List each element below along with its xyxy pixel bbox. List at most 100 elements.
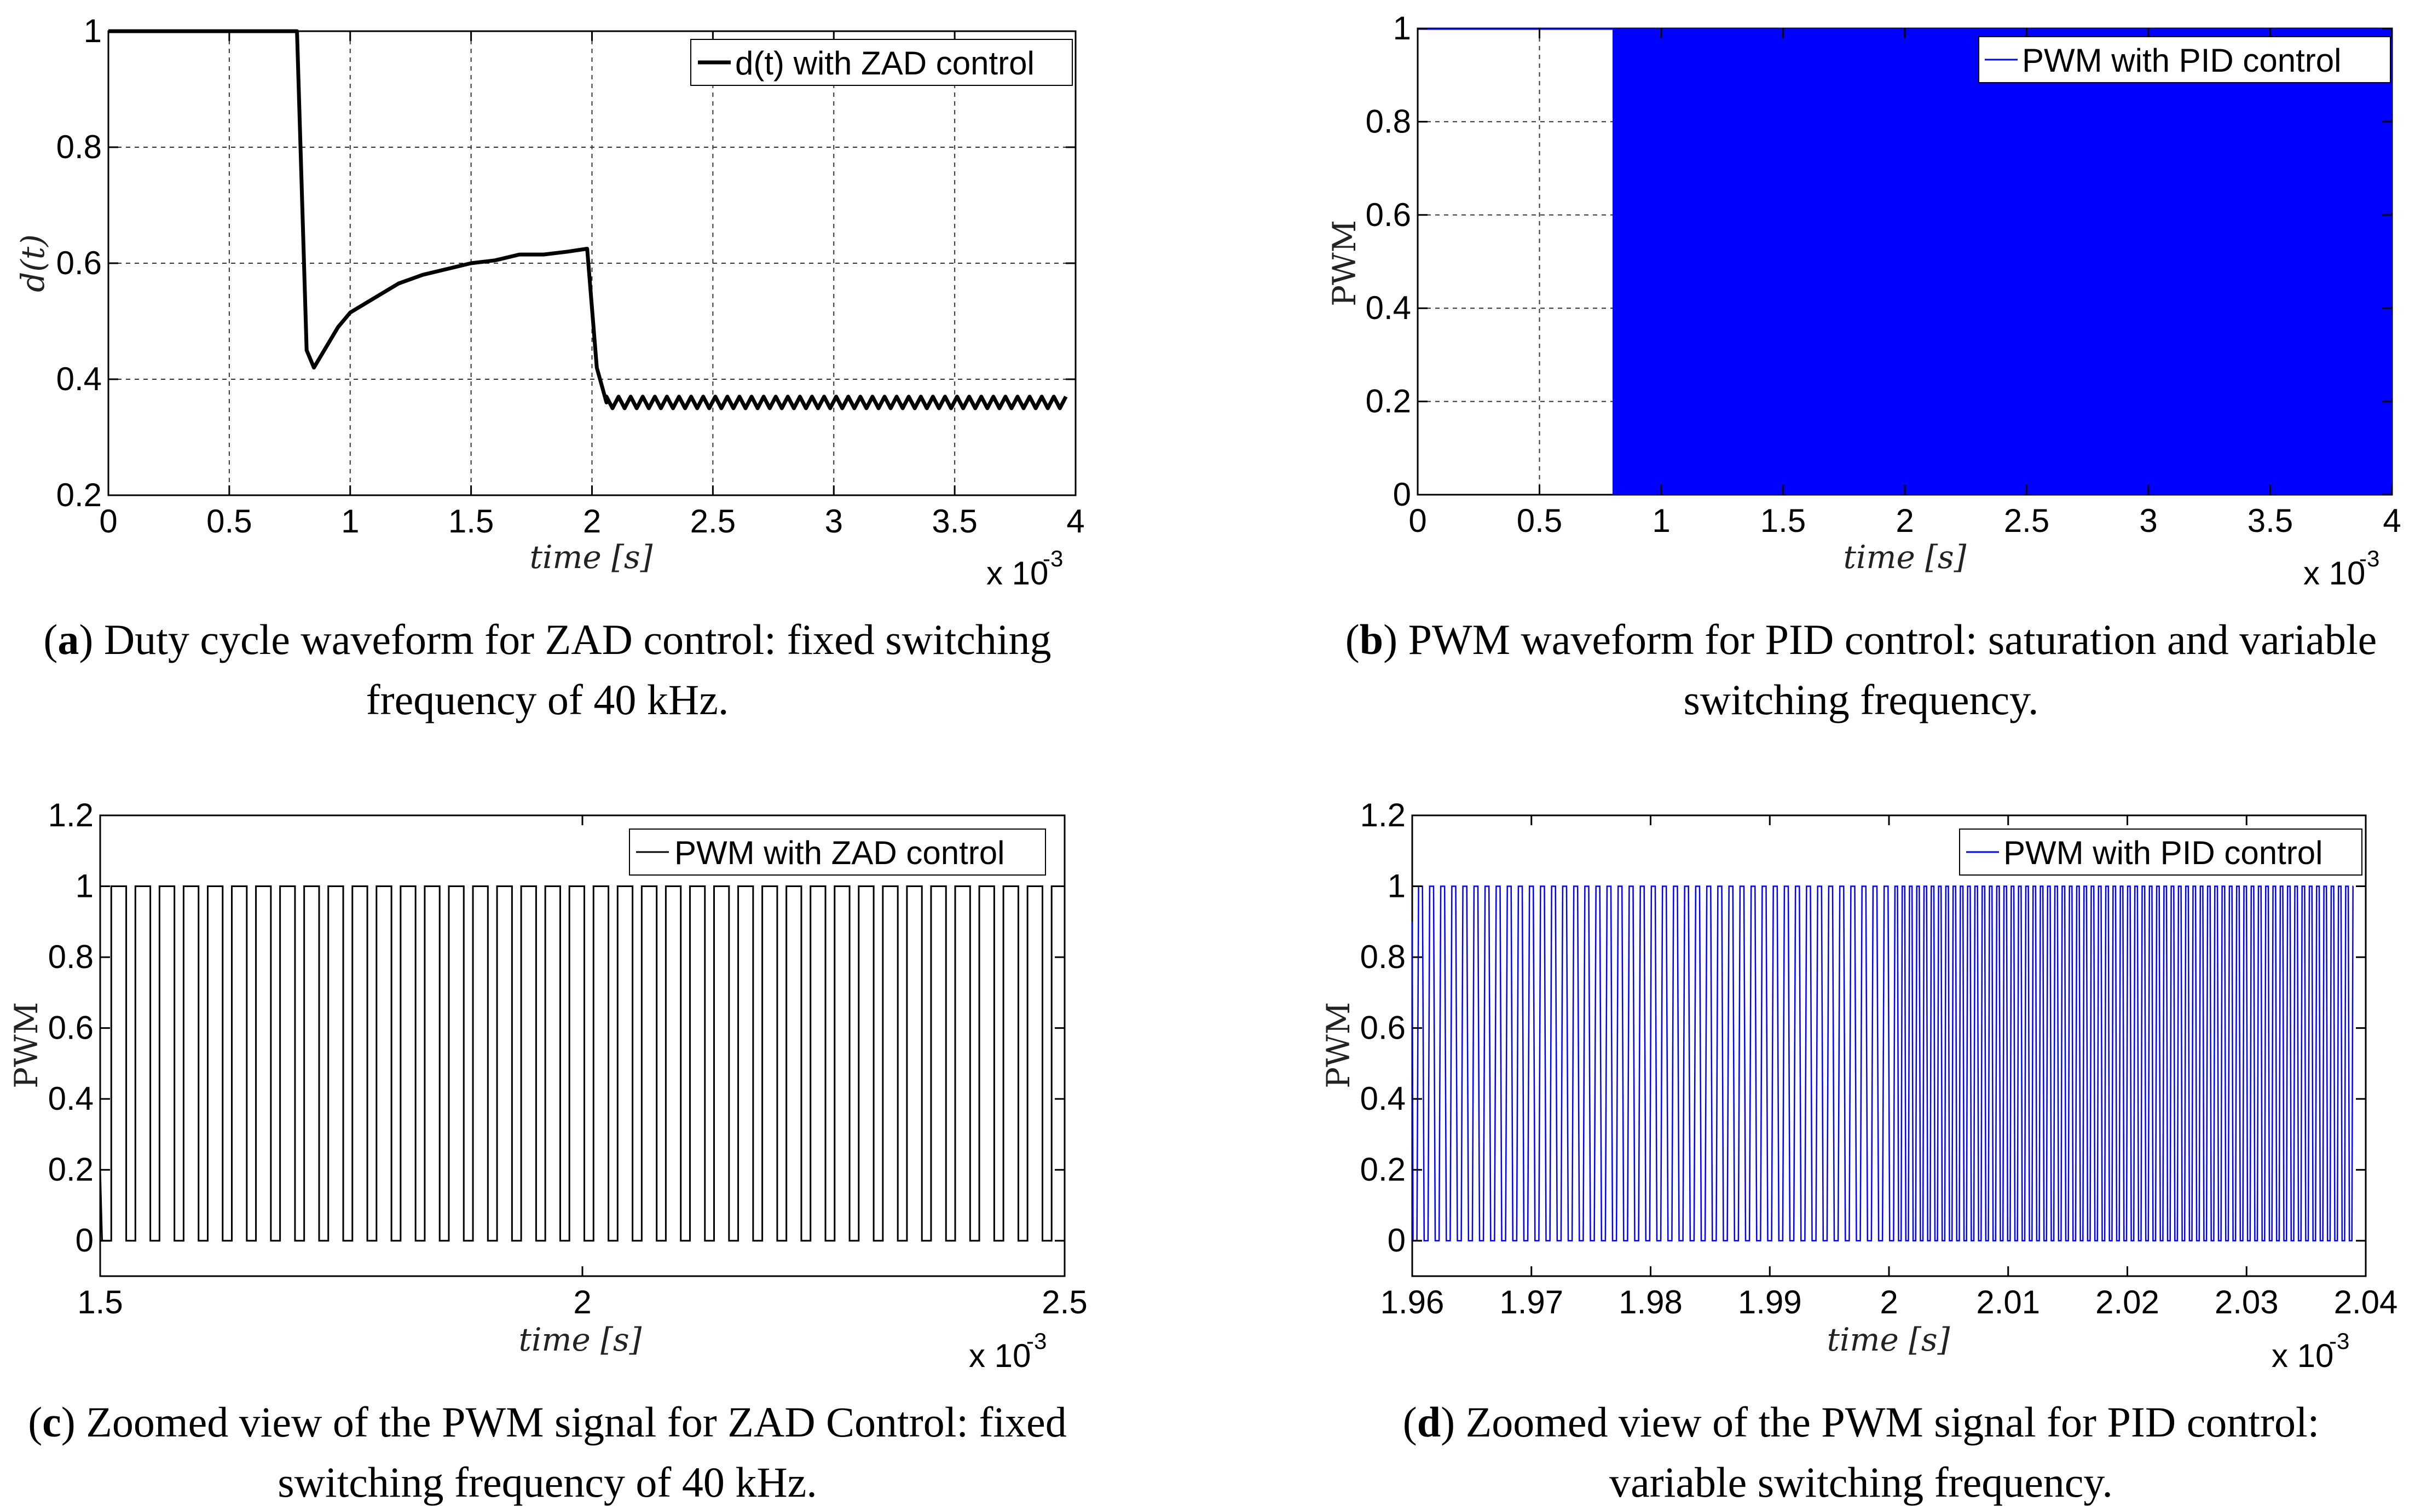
panel-a-ticks: 0 0.5 1 1.5 2 2.5 3 3.5 4 0.2 0.4 0.6 0.8 1 [56,13,1085,540]
x-exponent: x 10 [2272,1337,2333,1374]
panel-d-legend: PWM with PID control [1959,829,2362,876]
panel-c-ticks: 1.5 2 2.5 0 0.2 0.4 0.6 0.8 1 1.2 [48,797,1088,1320]
panel-c-plot-area [99,814,1066,1277]
y-tick-label: 1 [76,868,94,905]
x-tick-label: 2.03 [2215,1284,2279,1320]
x-tick-label: 2.5 [2004,502,2049,539]
x-tick-label: 1 [1652,502,1670,539]
x-exponent: x 10 [969,1337,1031,1374]
panel-b-ticks: 0 0.5 1 1.5 2 2.5 3 3.5 4 0 0.2 0.4 0.6 0.8 1 [1366,10,2401,539]
panel-d-ticks: 1.96 1.97 1.98 1.99 2 2.01 2.02 2.03 2.04 0 0.2 0.4… [1360,797,2398,1320]
caption-text: Zoomed view of the PWM signal for ZAD Co… [86,1398,1067,1446]
caption-text: Zoomed view of the PWM signal for PID co… [1466,1398,2320,1446]
caption-label: b [1360,616,1383,663]
caption-text-line2: frequency of 40 kHz. [366,676,729,723]
panel-b-pid-pwm-chart: 0 0.5 1 1.5 2 2.5 3 3.5 4 0 0.2 0.4 0.6 0.8 1 PWM with… [1326,10,2401,592]
x-tick-label: 2.04 [2334,1284,2398,1320]
x-tick-label: 4 [2383,502,2401,539]
x-exponent: x 10 [986,555,1048,592]
x-tick-label: 3 [825,503,843,540]
x-tick-label: 2.01 [1976,1284,2040,1320]
x-tick-label: 1.98 [1619,1284,1683,1320]
panel-c-zad-pwm-zoom-chart: 1.5 2 2.5 0 0.2 0.4 0.6 0.8 1 1.2 PWM with ZAD co… [8,797,1088,1374]
svg-text:(d) Zoomed view of the PWM sig: (d) Zoomed view of the PWM signal for PI… [1403,1398,2320,1446]
x-tick-label: 3.5 [932,503,977,540]
caption-c: (c) Zoomed view of the PWM signal for ZA… [28,1398,1067,1506]
caption-label: a [57,616,79,663]
x-tick-label: 1.99 [1738,1284,1802,1320]
caption-b: (b) PWM waveform for PID control: satura… [1345,616,2377,723]
x-tick-label: 3 [2139,502,2157,539]
y-axis-label: PWM [8,1002,45,1088]
y-tick-label: 0.4 [56,361,102,397]
legend-label: PWM with ZAD control [674,835,1004,871]
legend-box [1959,829,2362,876]
caption-text-line2: variable switching frequency. [1609,1458,2113,1506]
panel-a-duty-cycle-chart: 0 0.5 1 1.5 2 2.5 3 3.5 4 0.2 0.4 0.6 0.8 1 d(t) with… [14,13,1085,592]
y-axis-label: PWM [1326,220,1363,306]
panel-a-legend: d(t) with ZAD control [690,39,1073,86]
caption-a: (a) Duty cycle waveform for ZAD control:… [43,616,1051,723]
x-axis-label: time [s] [1844,538,1967,576]
x-tick-label: 2 [1880,1284,1898,1320]
x-tick-label: 1.5 [448,503,494,540]
y-tick-label: 1.2 [48,797,94,833]
panel-c-legend: PWM with ZAD control [629,829,1046,876]
panel-c-series [99,885,1055,1242]
y-tick-label: 0 [1393,476,1411,513]
x-axis-label: time [s] [519,1321,642,1358]
x-tick-label: 2.5 [690,503,736,540]
legend-label: PWM with PID control [2022,42,2341,79]
x-tick-label: 1.97 [1499,1284,1563,1320]
x-axis-label: time [s] [1827,1321,1950,1358]
x-exponent-power: -3 [1043,546,1063,571]
svg-text:(b) PWM waveform for PID contr: (b) PWM waveform for PID control: satura… [1345,616,2377,663]
y-tick-label: 0.8 [1360,939,1406,975]
panel-a-grid [108,31,1076,495]
y-tick-label: 0.6 [48,1010,94,1046]
x-tick-label: 4 [1066,503,1084,540]
legend-box [1978,36,2391,83]
y-tick-label: 0.2 [1366,383,1411,420]
svg-text:(a) Duty cycle waveform for ZA: (a) Duty cycle waveform for ZAD control:… [43,616,1051,663]
y-tick-label: 0.8 [56,129,102,165]
pwm-signal-line [99,885,1055,1242]
y-tick-label: 0.4 [1366,289,1411,326]
x-exponent-power: -3 [2329,1328,2349,1354]
x-axis-label: time [s] [530,538,653,576]
x-tick-label: 0.5 [206,503,252,540]
caption-label: c [42,1398,61,1446]
y-tick-label: 0.8 [48,939,94,975]
x-tick-label: 3.5 [2248,502,2293,539]
caption-text-line2: switching frequency of 40 kHz. [278,1458,817,1506]
pwm-signal-line [1411,885,2354,1242]
duty-cycle-line [108,29,1068,410]
x-tick-label: 1 [341,503,359,540]
legend-box [629,829,1046,876]
y-tick-label: 0.6 [1366,196,1411,233]
y-tick-label: 0.2 [48,1151,94,1188]
y-tick-label: 0.6 [56,245,102,281]
x-exponent: x 10 [2303,555,2365,592]
x-tick-label: 2.02 [2095,1284,2159,1320]
caption-text: PWM waveform for PID control: saturation… [1408,616,2377,663]
y-tick-label: 1.2 [1360,797,1406,833]
x-tick-label: 1.5 [1760,502,1806,539]
x-tick-label: 1.96 [1380,1284,1445,1320]
x-exponent-power: -3 [2359,546,2379,571]
y-tick-label: 1 [1393,10,1411,47]
y-tick-label: 0.4 [1360,1080,1406,1117]
panel-a-series [108,29,1068,410]
y-tick-label: 0.2 [1360,1151,1406,1188]
y-tick-label: 0.4 [48,1080,94,1117]
x-tick-label: 2.5 [1042,1284,1087,1320]
y-tick-label: 1 [84,13,102,49]
switching-region [1613,28,2392,495]
y-tick-label: 1 [1388,868,1406,905]
y-axis-label: d(t) [14,234,51,292]
x-exponent-power: -3 [1026,1328,1047,1354]
x-tick-label: 0 [1408,502,1426,539]
x-tick-label: 2 [1896,502,1914,539]
caption-text-line2: switching frequency. [1683,676,2038,723]
